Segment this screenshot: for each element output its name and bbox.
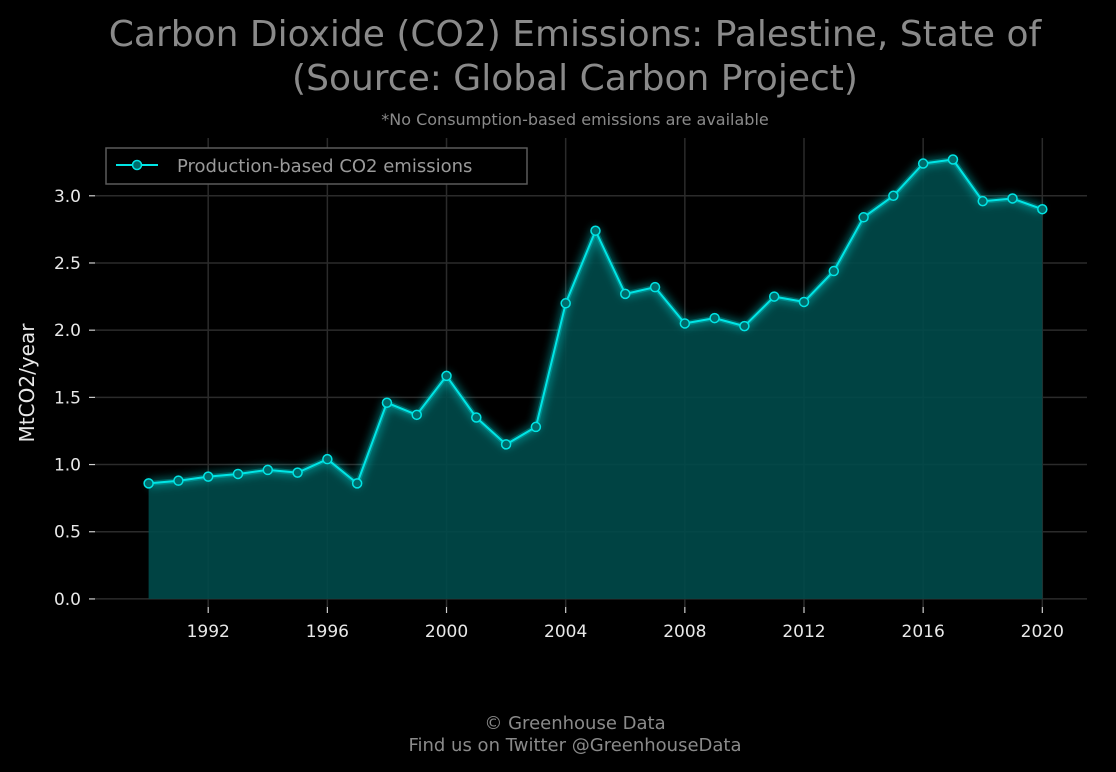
data-point — [739, 320, 750, 332]
data-point — [828, 265, 840, 277]
legend-marker-swatch — [131, 159, 143, 171]
x-tick-label: 2012 — [782, 622, 825, 642]
x-tick-label: 1992 — [187, 622, 230, 642]
x-tick-label: 2020 — [1021, 622, 1064, 642]
data-point — [292, 467, 303, 478]
y-tick-label: 2.5 — [54, 254, 81, 274]
data-point — [709, 312, 720, 324]
data-point — [1037, 203, 1048, 215]
x-axis-ticks: 1992 1996 2000 2004 2008 2012 2016 2020 — [187, 607, 1064, 642]
x-tick-label: 2000 — [425, 622, 468, 642]
data-point — [262, 464, 274, 476]
data-point — [411, 409, 422, 421]
chart-title-line-1: Carbon Dioxide (CO2) Emissions: Palestin… — [109, 14, 1043, 55]
footer-copyright: © Greenhouse Data — [484, 713, 665, 734]
data-point — [620, 288, 631, 300]
x-tick-label: 2016 — [902, 622, 945, 642]
data-point — [649, 281, 661, 293]
chart-title-line-2: (Source: Global Carbon Project) — [292, 58, 858, 99]
y-tick-label: 3.0 — [54, 187, 81, 207]
area-fill-layer — [148, 159, 1043, 599]
data-point — [679, 318, 691, 329]
data-point — [917, 158, 929, 169]
x-tick-label: 2004 — [544, 622, 587, 642]
data-point — [232, 468, 244, 480]
data-point — [173, 475, 184, 486]
data-point — [351, 478, 363, 489]
data-point — [322, 453, 333, 465]
y-tick-label: 0.5 — [54, 523, 81, 543]
y-tick-label: 1.5 — [54, 388, 81, 408]
legend-box — [105, 147, 528, 185]
data-point — [1007, 193, 1018, 204]
x-tick-label: 1996 — [306, 622, 349, 642]
y-axis-ticks: 0.0 0.5 1.0 1.5 2.0 2.5 3.0 — [54, 187, 95, 610]
y-tick-label: 2.0 — [54, 321, 81, 341]
chart-subtitle: *No Consumption-based emissions are avai… — [381, 110, 769, 129]
y-tick-label: 1.0 — [54, 456, 81, 476]
y-tick-label: 0.0 — [54, 590, 81, 610]
data-point — [858, 212, 869, 223]
data-point — [947, 154, 959, 165]
x-tick-label: 2008 — [663, 622, 706, 642]
data-point — [798, 296, 810, 308]
data-point — [471, 412, 482, 423]
data-point — [888, 190, 899, 202]
data-point — [202, 471, 214, 482]
data-point — [590, 225, 601, 236]
data-point — [441, 370, 452, 382]
y-axis-label: MtCO2/year — [15, 323, 39, 443]
data-point — [381, 397, 393, 408]
data-point — [560, 298, 571, 309]
legend-label: Production-based CO2 emissions — [177, 156, 472, 177]
data-point — [977, 195, 988, 207]
legend: Production-based CO2 emissions — [105, 147, 528, 185]
data-point — [768, 291, 780, 302]
footer-twitter: Find us on Twitter @GreenhouseData — [408, 735, 741, 756]
area-fill — [148, 159, 1043, 599]
data-point — [500, 439, 512, 450]
data-point — [143, 478, 154, 489]
data-point — [530, 421, 542, 433]
data-points — [143, 154, 1048, 489]
